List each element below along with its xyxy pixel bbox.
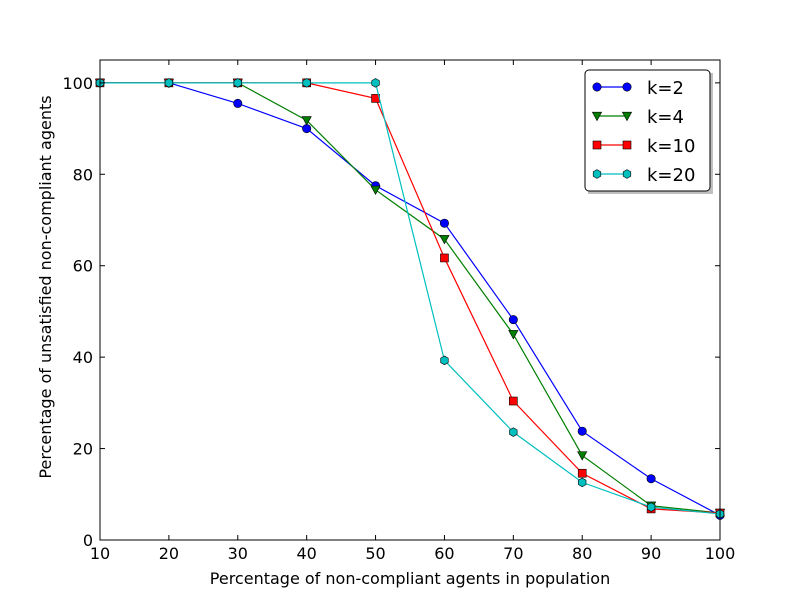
- data-point-k=20-40: [302, 78, 311, 88]
- data-point-k=2-40: [302, 124, 312, 134]
- x-tick-label-90: 90: [641, 544, 661, 563]
- data-point-k=4-50: [370, 185, 381, 196]
- y-tick-label-80: 80: [73, 165, 93, 184]
- plot-frame: [99, 59, 721, 541]
- x-tick-label-20: 20: [159, 544, 179, 563]
- data-point-k=2-80: [577, 426, 587, 436]
- y-tick-label-20: 20: [73, 440, 93, 459]
- data-point-k=2-30: [233, 98, 243, 108]
- legend-marker-end-k=20: [622, 169, 632, 179]
- y-tick-label-60: 60: [73, 257, 93, 276]
- x-tick-label-80: 80: [572, 544, 592, 563]
- y-tick-label-0: 0: [83, 531, 93, 550]
- data-point-k=4-40: [301, 116, 312, 126]
- legend-marker-start-k=20: [592, 169, 602, 179]
- legend-box: [584, 69, 711, 192]
- x-tick-label-40: 40: [296, 544, 316, 563]
- data-point-k=20-60: [440, 355, 449, 366]
- data-point-k=10-80: [577, 468, 587, 478]
- x-tick-label-30: 30: [228, 544, 248, 563]
- plot-area: [94, 78, 726, 520]
- x-tick-label-60: 60: [434, 544, 454, 563]
- legend: k=2 k=4 k=10 k=20: [584, 69, 713, 194]
- x-tick-label-10: 10: [90, 544, 110, 563]
- data-point-k=10-70: [509, 396, 518, 406]
- data-point-k=20-30: [233, 78, 242, 88]
- legend-entry-k=20: k=20: [592, 165, 695, 186]
- x-tick-label-50: 50: [365, 544, 385, 563]
- data-point-k=4-70: [508, 330, 519, 340]
- data-point-k=2-60: [439, 218, 449, 228]
- legend-entry-k=2: k=2: [592, 78, 684, 99]
- axes: 10 20 30 40 50 60 70 80 90 100 0 20 40 60 80 100: [62, 59, 736, 563]
- legend-label-k=10: k=10: [647, 136, 695, 157]
- data-point-k=10-60: [440, 253, 449, 263]
- data-point-k=4-80: [577, 451, 588, 461]
- data-point-k=2-90: [646, 474, 656, 484]
- y-axis-label: Percentage of unsatisfied non-compliant …: [36, 95, 55, 478]
- legend-marker-start-k=4: [591, 111, 603, 122]
- series-line-k=2: [100, 82, 721, 516]
- legend-marker-start-k=10: [592, 140, 602, 150]
- data-point-k=20-80: [578, 477, 587, 488]
- legend-marker-end-k=4: [621, 111, 633, 122]
- legend-label-k=2: k=2: [647, 78, 684, 99]
- data-point-k=20-90: [646, 502, 656, 512]
- y-tick-label-40: 40: [73, 348, 93, 367]
- data-point-k=20-20: [164, 78, 173, 88]
- data-point-k=2-70: [508, 315, 518, 325]
- legend-marker-end-k=10: [622, 140, 632, 150]
- legend-marker-start-k=2: [592, 82, 602, 92]
- data-point-k=20-70: [509, 427, 518, 437]
- legend-entry-k=4: k=4: [591, 107, 684, 128]
- data-point-k=20-50: [371, 78, 380, 88]
- x-tick-label-70: 70: [503, 544, 523, 563]
- y-tick-label-100: 100: [62, 74, 93, 93]
- legend-entry-k=10: k=10: [592, 136, 695, 157]
- legend-label-k=4: k=4: [647, 107, 684, 128]
- x-tick-label-100: 100: [705, 544, 736, 563]
- series-k=20: [95, 78, 725, 519]
- series-line-k=20: [100, 82, 721, 515]
- x-axis-label: Percentage of non-compliant agents in po…: [210, 569, 610, 588]
- legend-marker-end-k=2: [622, 82, 632, 92]
- data-point-k=4-60: [439, 235, 450, 245]
- legend-label-k=20: k=20: [647, 165, 695, 186]
